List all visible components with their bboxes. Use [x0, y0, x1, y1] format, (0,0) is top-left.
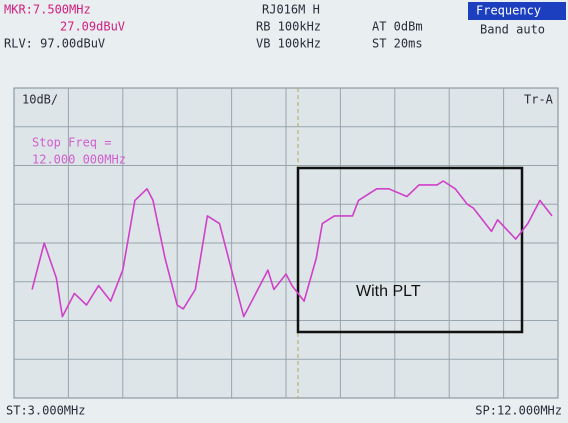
sweep-time: ST 20ms: [372, 37, 423, 51]
ref-level: RLV: 97.00dBuV: [4, 37, 105, 51]
menu-title[interactable]: Frequency: [476, 4, 541, 18]
start-freq: ST:3.000MHz: [6, 404, 85, 418]
stop-freq: SP:12.000MHz: [475, 404, 562, 418]
attenuation: AT 0dBm: [372, 20, 423, 34]
rbw: RB 100kHz: [256, 20, 321, 34]
stop-freq-value: 12.000 000MHz: [32, 153, 126, 167]
grid: [14, 88, 558, 398]
stop-freq-label: Stop Freq =: [32, 136, 111, 150]
annotation-box: [296, 166, 524, 334]
scale-label: 10dB/: [22, 93, 58, 107]
marker-freq: MKR:7.500MHz: [4, 3, 91, 17]
trace-name: Tr-A: [524, 93, 554, 107]
model: RJ016M H: [262, 3, 320, 17]
marker-level: 27.09dBuV: [60, 20, 125, 34]
annotation: With PLT: [356, 283, 421, 300]
band-setting[interactable]: Band auto: [480, 23, 545, 37]
vbw: VB 100kHz: [256, 37, 321, 51]
trace: [31, 180, 553, 318]
menu-highlight: [468, 2, 566, 20]
